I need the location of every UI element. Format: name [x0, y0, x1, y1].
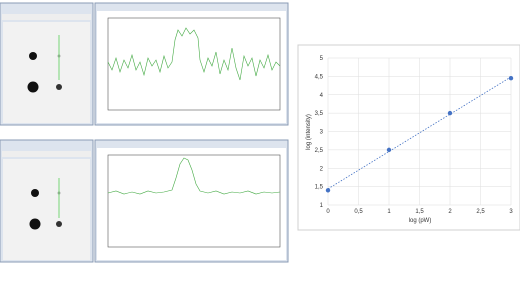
x-axis-label: log (pW) [409, 218, 432, 224]
point [325, 188, 331, 193]
x-tick-label: 3 [509, 209, 513, 215]
y-tick-label: 2,5 [315, 148, 324, 154]
y-tick-label: 2 [320, 166, 324, 172]
y-tick-label: 5 [320, 56, 324, 62]
plot-window [94, 2, 289, 126]
x-tick-label: 1,5 [415, 209, 424, 215]
plot-window [94, 139, 289, 263]
point [508, 76, 514, 81]
point [386, 147, 392, 153]
x-tick-label: 1 [387, 209, 391, 215]
y-tick-label: 1,5 [315, 185, 324, 191]
y-axis-label: log (intensity) [306, 114, 312, 150]
y-tick-label: 3 [320, 130, 324, 136]
point [447, 110, 453, 116]
chart: log (intensity) log (pW) 1 1,5 2 2,5 3 3,5 4 4,… [306, 56, 513, 224]
x-tick-label: 2 [448, 209, 452, 215]
x-tick-label: 0 [326, 209, 330, 215]
chart-frame [297, 44, 520, 231]
x-tick-label: 2,5 [476, 209, 485, 215]
y-tick-label: 3,5 [315, 111, 324, 117]
image-window [0, 2, 94, 126]
y-tick-label: 4 [320, 93, 324, 99]
image-window [0, 139, 94, 263]
y-tick-label: 4,5 [315, 74, 324, 80]
x-tick-label: 0,5 [354, 209, 363, 215]
y-tick-label: 1 [320, 203, 324, 209]
